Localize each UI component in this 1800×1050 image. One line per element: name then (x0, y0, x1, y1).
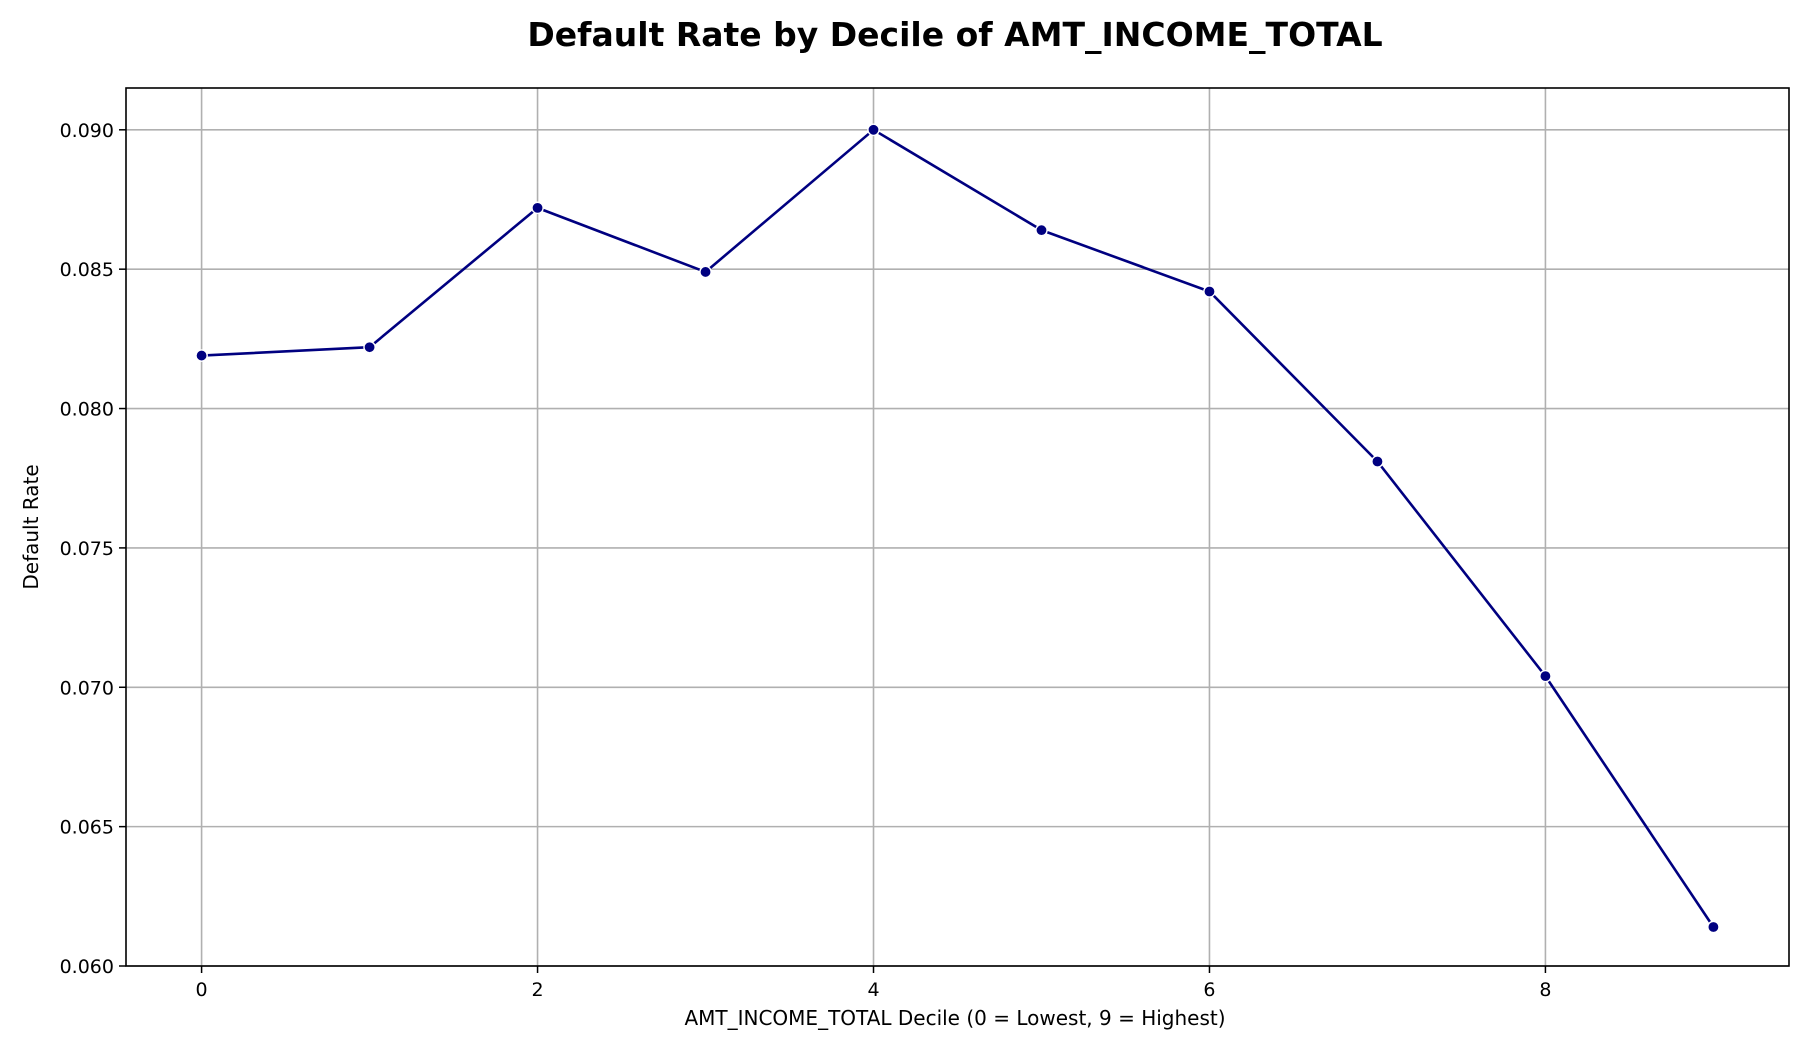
y-tick-label: 0.080 (60, 399, 114, 421)
plot-area-frame (125, 87, 1790, 967)
x-tick-label: 8 (1539, 979, 1551, 1001)
data-point (531, 201, 544, 215)
y-tick-label: 0.060 (60, 956, 114, 978)
data-point (1035, 223, 1048, 237)
axis-ticks: 0 2 4 6 8 0.060 0.065 0.070 0.075 0.080 0.085 0.090 (60, 120, 1552, 1001)
x-tick-label: 2 (532, 979, 544, 1001)
y-tick-label: 0.070 (60, 677, 114, 699)
data-point (699, 265, 712, 279)
data-point (867, 123, 880, 137)
chart-title: Default Rate by Decile of AMT_INCOME_TOT… (527, 15, 1382, 54)
y-tick-label: 0.090 (60, 120, 114, 142)
y-axis-label: Default Rate (19, 464, 43, 589)
data-point (1539, 669, 1552, 683)
data-point (1371, 455, 1384, 468)
y-tick-label: 0.075 (60, 538, 114, 560)
data-point (1203, 285, 1216, 298)
series-line (200, 128, 1715, 929)
series-layer (195, 123, 1720, 934)
x-tick-label: 6 (1203, 979, 1215, 1001)
data-point (363, 340, 376, 354)
x-axis-label: AMT_INCOME_TOTAL Decile (0 = Lowest, 9 =… (684, 1006, 1225, 1030)
y-tick-label: 0.085 (60, 259, 114, 281)
x-tick-label: 4 (867, 979, 879, 1001)
data-point (1707, 920, 1720, 934)
x-tick-label: 0 (196, 979, 208, 1001)
grid (126, 88, 1789, 967)
data-point (195, 349, 208, 362)
y-tick-label: 0.065 (60, 817, 114, 839)
